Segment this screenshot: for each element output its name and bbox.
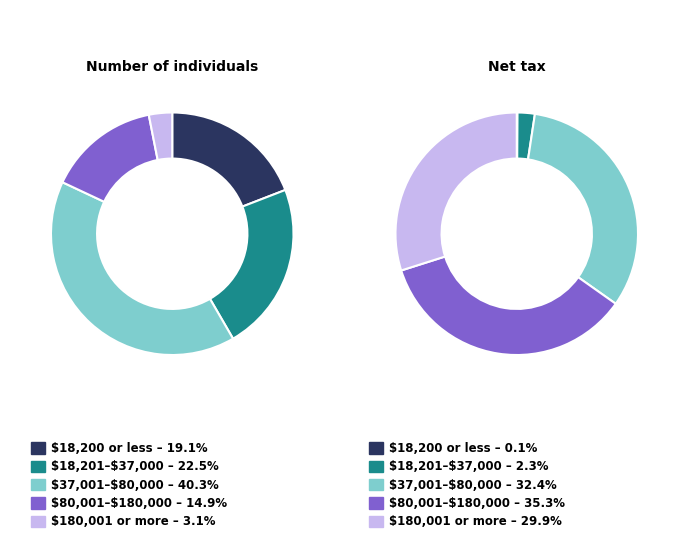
Legend: \$18,200 or less – 0.1%, \$18,201–\$37,000 – 2.3%, \$37,001–\$80,000 – 32.4%, \$: \$18,200 or less – 0.1%, \$18,201–\$37,0… [364,437,570,533]
Wedge shape [395,113,517,271]
Title: Net tax: Net tax [488,60,546,74]
Wedge shape [528,114,638,304]
Wedge shape [63,115,158,202]
Legend: \$18,200 or less – 19.1%, \$18,201–\$37,000 – 22.5%, \$37,001–\$80,000 – 40.3%, : \$18,200 or less – 19.1%, \$18,201–\$37,… [27,437,232,533]
Wedge shape [149,113,172,160]
Wedge shape [210,190,294,339]
Wedge shape [517,113,535,160]
Wedge shape [401,256,616,355]
Wedge shape [51,182,233,355]
Wedge shape [172,113,285,207]
Title: Number of individuals: Number of individuals [86,60,258,74]
